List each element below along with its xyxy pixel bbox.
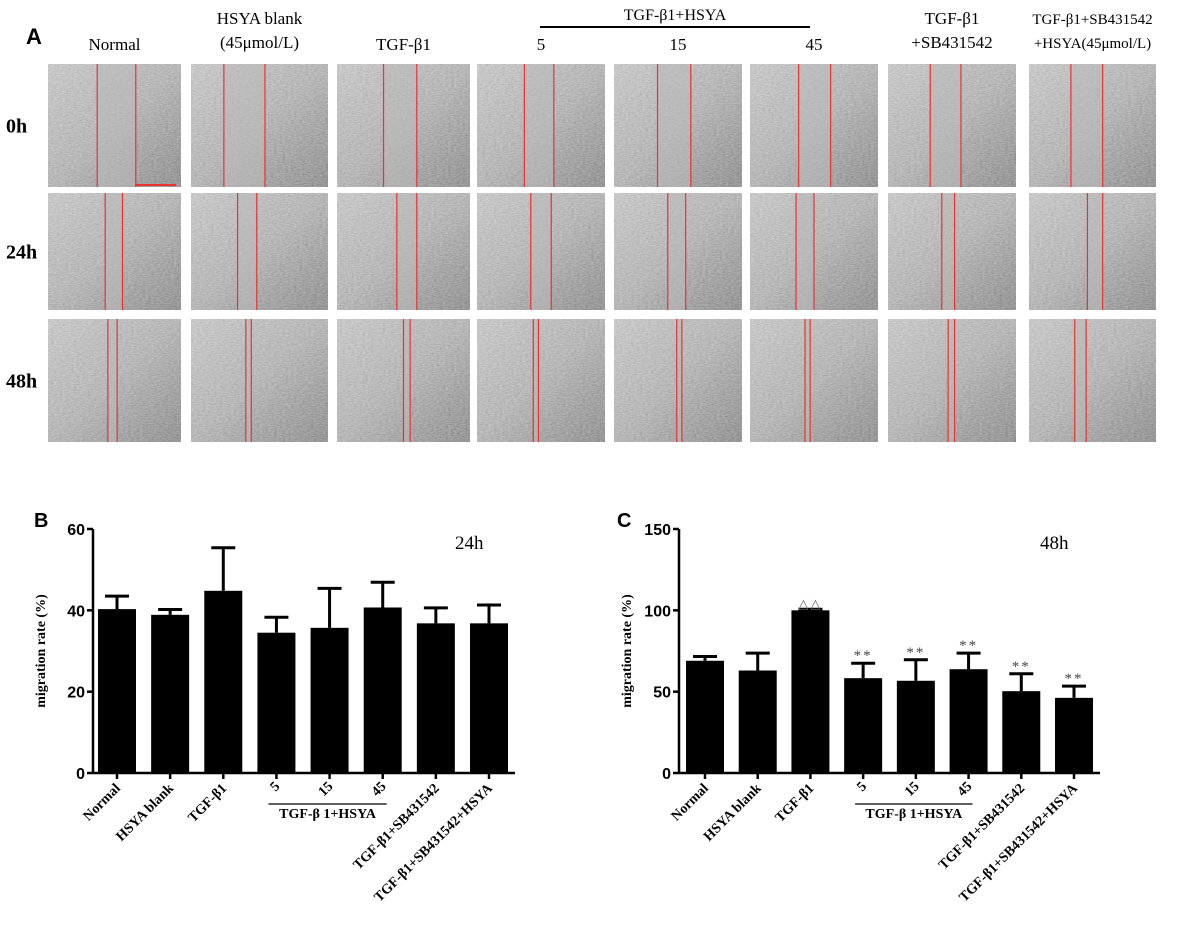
column-label: TGF-β1	[376, 35, 431, 54]
row-label: 0h	[6, 116, 27, 138]
micrograph	[750, 64, 878, 187]
panel-a-micrographs: Normal HSYA blank (45μmol/L) TGF-β1 5 15 45 TGF…	[6, 9, 1156, 442]
micrograph	[477, 319, 605, 442]
row-label: 48h	[6, 371, 37, 393]
column-label: HSYA blank (45μmol/L)	[217, 9, 303, 52]
micrograph	[477, 64, 605, 187]
x-tick-label: Normal	[81, 781, 124, 824]
micrograph	[337, 193, 470, 310]
y-axis-label: migration rate (%)	[34, 594, 49, 708]
bar	[310, 627, 349, 773]
chart-c-48h: 0 50 100 150 migration rate (%) 48h NormalHSYA…	[620, 522, 1100, 905]
x-tick-label: Normal	[669, 781, 712, 824]
y-tick-label: 100	[644, 603, 671, 620]
micrograph	[48, 319, 181, 442]
panel-a-letter: A	[26, 24, 42, 49]
y-tick-label: 0	[662, 766, 671, 783]
significance-marker: **	[1065, 671, 1084, 687]
bar	[1002, 691, 1041, 773]
micrograph	[750, 193, 878, 310]
y-tick-label: 150	[644, 522, 671, 539]
micrograph	[191, 193, 328, 310]
micrograph	[191, 319, 328, 442]
x-tick-label: TGF-β1+SB431542	[351, 781, 443, 873]
significance-marker: **	[1012, 659, 1031, 675]
column-label: 5	[537, 35, 546, 54]
column-label: 15	[670, 35, 687, 54]
micrograph	[888, 64, 1016, 187]
bar	[844, 678, 883, 773]
x-tick-label: TGF-β1	[773, 781, 817, 825]
micrograph	[1029, 64, 1156, 187]
x-tick-label: 45	[369, 779, 390, 800]
y-axis-label: migration rate (%)	[620, 594, 635, 708]
bar	[791, 610, 830, 773]
micrograph	[888, 193, 1016, 310]
y-tick-label: 0	[76, 766, 85, 783]
x-tick-label: 5	[268, 779, 284, 795]
bar	[686, 660, 724, 773]
x-tick-label: 15	[902, 779, 923, 800]
chart-title: 48h	[1040, 533, 1069, 554]
bar	[257, 632, 296, 773]
x-tick-label: 15	[316, 779, 337, 800]
bar	[896, 680, 935, 773]
bar	[98, 609, 136, 773]
significance-marker: **	[854, 648, 873, 664]
x-tick-label: 5	[854, 779, 870, 795]
x-group-label: TGF-β 1+HSYA	[279, 807, 377, 822]
x-tick-label: HSYA blank	[114, 781, 177, 844]
bar	[1055, 697, 1093, 773]
bar	[416, 623, 455, 773]
micrograph	[48, 193, 181, 310]
micrograph	[1029, 193, 1156, 310]
y-tick-label: 60	[67, 522, 85, 539]
group-label: TGF-β1+HSYA	[624, 7, 727, 24]
micrograph	[1029, 319, 1156, 442]
column-label: Normal	[89, 35, 141, 54]
panel-b-letter: B	[34, 510, 48, 532]
bar	[738, 670, 777, 773]
micrograph	[477, 193, 605, 310]
row-label: 24h	[6, 242, 37, 264]
significance-marker: △△	[798, 596, 822, 611]
micrograph	[614, 193, 742, 310]
micrograph	[888, 319, 1016, 442]
y-tick-label: 40	[67, 603, 85, 620]
micrograph	[750, 319, 878, 442]
column-label: 45	[806, 35, 823, 54]
significance-marker: **	[906, 645, 925, 661]
micrograph	[337, 319, 470, 442]
micrograph	[48, 64, 181, 187]
x-tick-label: 45	[955, 779, 976, 800]
x-group-label: TGF-β 1+HSYA	[865, 807, 963, 822]
micrograph	[337, 64, 470, 187]
panel-c-letter: C	[617, 510, 631, 532]
x-tick-label: TGF-β1+SB431542	[936, 781, 1028, 873]
column-label: TGF-β1+SB431542 +HSYA(45μmol/L)	[1032, 12, 1152, 52]
bar	[204, 590, 243, 773]
micrograph	[191, 64, 328, 187]
bar	[949, 669, 988, 773]
bar	[470, 623, 508, 773]
y-tick-label: 50	[653, 685, 671, 702]
column-label: TGF-β1 +SB431542	[911, 9, 992, 52]
micrograph	[614, 319, 742, 442]
x-tick-label: HSYA blank	[701, 781, 764, 844]
bar	[151, 614, 190, 773]
significance-marker: **	[959, 638, 978, 654]
bar	[363, 607, 402, 773]
x-tick-label: TGF-β1	[186, 781, 230, 825]
chart-title: 24h	[455, 533, 484, 554]
micrograph	[614, 64, 742, 187]
y-tick-label: 20	[67, 685, 85, 702]
